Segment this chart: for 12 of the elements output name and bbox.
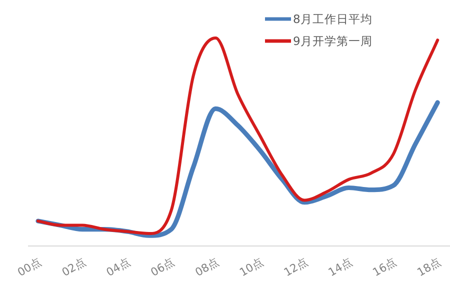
x-tick-label: 12点 (282, 255, 310, 280)
x-tick-label: 18点 (414, 255, 444, 280)
x-tick-label: 10点 (237, 255, 266, 280)
legend-label: 8月工作日平均 (293, 12, 372, 26)
legend-label: 9月开学第一周 (293, 34, 372, 48)
x-tick-label: 08点 (192, 255, 222, 280)
x-tick-label: 00点 (15, 255, 44, 280)
x-tick-label: 02点 (60, 255, 88, 280)
x-tick-label: 16点 (370, 255, 399, 280)
x-tick-label: 06点 (148, 255, 177, 280)
x-tick-label: 14点 (326, 255, 354, 280)
x-tick-label: 04点 (104, 255, 132, 280)
